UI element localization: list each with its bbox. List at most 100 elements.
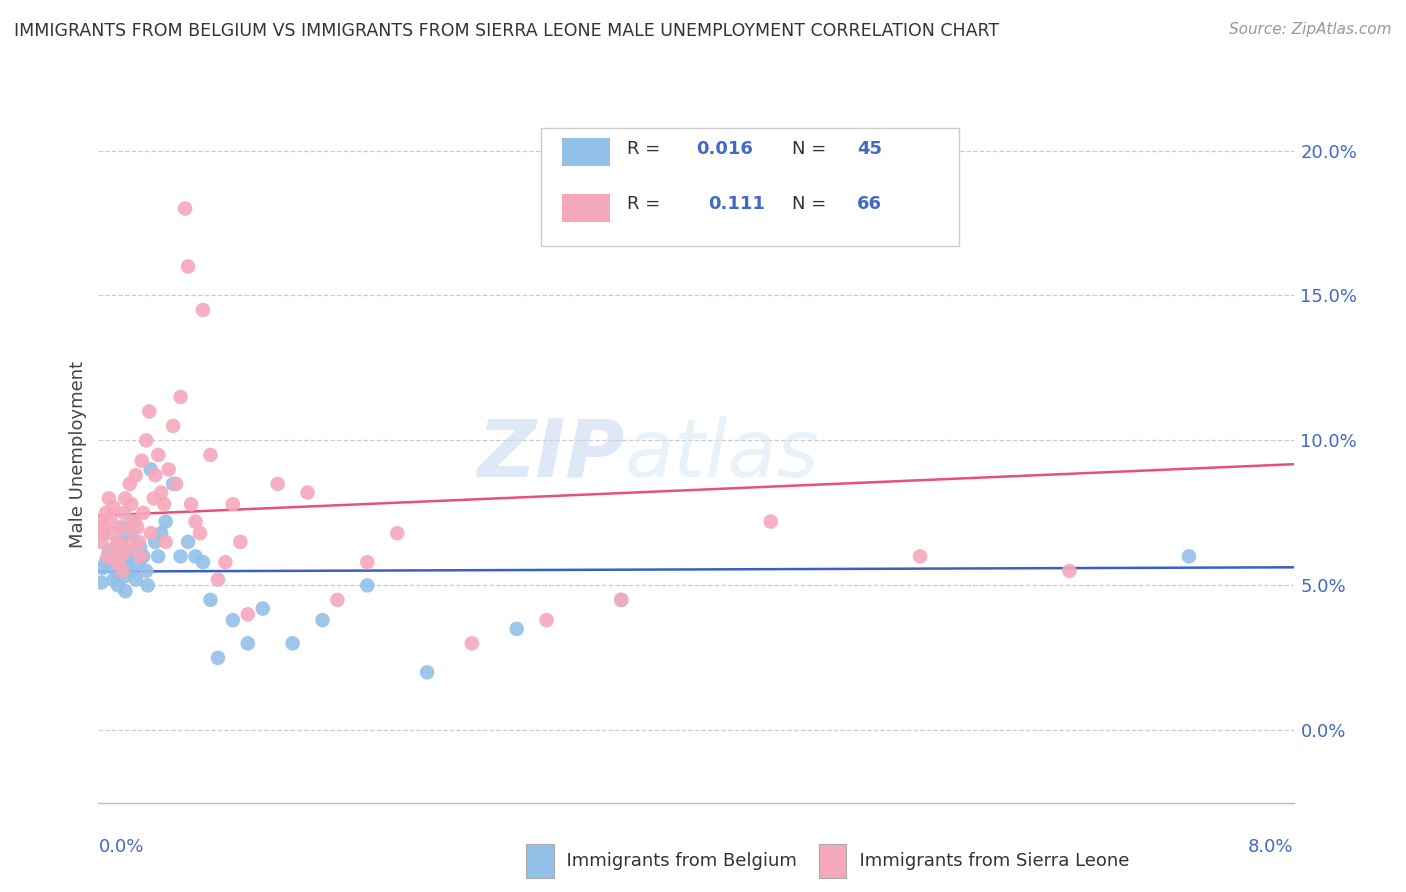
Point [155, 515, 177, 529]
Y-axis label: Male Unemployment: Male Unemployment [69, 361, 87, 549]
Point [191, 303, 214, 318]
Point [97, 491, 120, 506]
Text: R =: R = [627, 140, 665, 158]
Point [385, 526, 409, 541]
Point [143, 468, 166, 483]
Point [105, 564, 128, 578]
Point [110, 549, 132, 564]
Point [98, 511, 122, 525]
Point [908, 549, 931, 564]
Point [111, 520, 134, 534]
Point [229, 534, 252, 549]
FancyBboxPatch shape [540, 128, 959, 246]
Text: IMMIGRANTS FROM BELGIUM VS IMMIGRANTS FROM SIERRA LEONE MALE UNEMPLOYMENT CORREL: IMMIGRANTS FROM BELGIUM VS IMMIGRANTS FR… [14, 22, 1000, 40]
Point [143, 534, 166, 549]
Point [416, 665, 439, 680]
Text: 0.016: 0.016 [696, 140, 752, 158]
Point [139, 462, 162, 476]
Point [188, 526, 211, 541]
Point [103, 573, 125, 587]
Point [118, 526, 141, 541]
Point [105, 555, 128, 569]
Point [326, 592, 349, 607]
Point [89, 515, 111, 529]
Text: ZIP: ZIP [477, 416, 624, 494]
Point [132, 549, 155, 564]
Point [118, 476, 141, 491]
Point [759, 515, 782, 529]
Point [610, 592, 633, 607]
Point [148, 549, 170, 564]
Point [103, 500, 125, 514]
Point [169, 549, 191, 564]
Point [356, 578, 378, 592]
Point [207, 651, 229, 665]
Point [200, 592, 222, 607]
Point [162, 476, 184, 491]
Text: N =: N = [792, 140, 831, 158]
Point [112, 506, 135, 520]
Text: Immigrants from Belgium: Immigrants from Belgium [555, 852, 797, 870]
Text: atlas: atlas [624, 416, 820, 494]
Point [131, 453, 153, 467]
Point [136, 578, 159, 592]
Point [222, 497, 245, 511]
Point [610, 592, 633, 607]
Point [112, 570, 135, 584]
Text: 66: 66 [858, 195, 883, 213]
Point [191, 555, 214, 569]
Point [115, 543, 138, 558]
Point [107, 534, 129, 549]
Point [108, 520, 131, 534]
Point [114, 584, 136, 599]
Text: N =: N = [792, 195, 831, 213]
Point [184, 515, 207, 529]
Text: 45: 45 [858, 140, 883, 158]
Point [121, 534, 143, 549]
Point [128, 555, 150, 569]
Point [184, 549, 207, 564]
Point [117, 520, 139, 534]
FancyBboxPatch shape [562, 138, 610, 166]
Point [125, 573, 148, 587]
Point [124, 515, 146, 529]
Text: 8.0%: 8.0% [1249, 838, 1294, 856]
Point [120, 497, 142, 511]
Point [129, 549, 152, 564]
Text: 0.0%: 0.0% [98, 838, 143, 856]
Point [91, 526, 114, 541]
Point [117, 549, 139, 564]
Point [96, 549, 118, 564]
Point [214, 555, 236, 569]
Text: Source: ZipAtlas.com: Source: ZipAtlas.com [1229, 22, 1392, 37]
Point [207, 573, 229, 587]
Point [169, 390, 191, 404]
Point [94, 555, 117, 569]
FancyBboxPatch shape [562, 194, 610, 222]
Point [125, 468, 148, 483]
Point [506, 622, 529, 636]
Point [90, 575, 112, 590]
Point [142, 491, 165, 506]
Text: Immigrants from Sierra Leone: Immigrants from Sierra Leone [848, 852, 1129, 870]
Point [281, 636, 304, 650]
Point [93, 520, 115, 534]
Point [157, 462, 180, 476]
Point [1059, 564, 1081, 578]
Point [536, 613, 558, 627]
Point [252, 601, 274, 615]
Point [107, 578, 129, 592]
Point [174, 202, 197, 216]
Point [180, 497, 202, 511]
Point [97, 543, 120, 558]
Point [461, 636, 484, 650]
Point [356, 555, 378, 569]
Point [128, 534, 150, 549]
Point [129, 541, 152, 555]
Text: 0.111: 0.111 [709, 195, 765, 213]
Point [101, 526, 124, 541]
Point [311, 613, 333, 627]
Point [115, 558, 138, 573]
Point [121, 515, 143, 529]
Point [132, 506, 155, 520]
